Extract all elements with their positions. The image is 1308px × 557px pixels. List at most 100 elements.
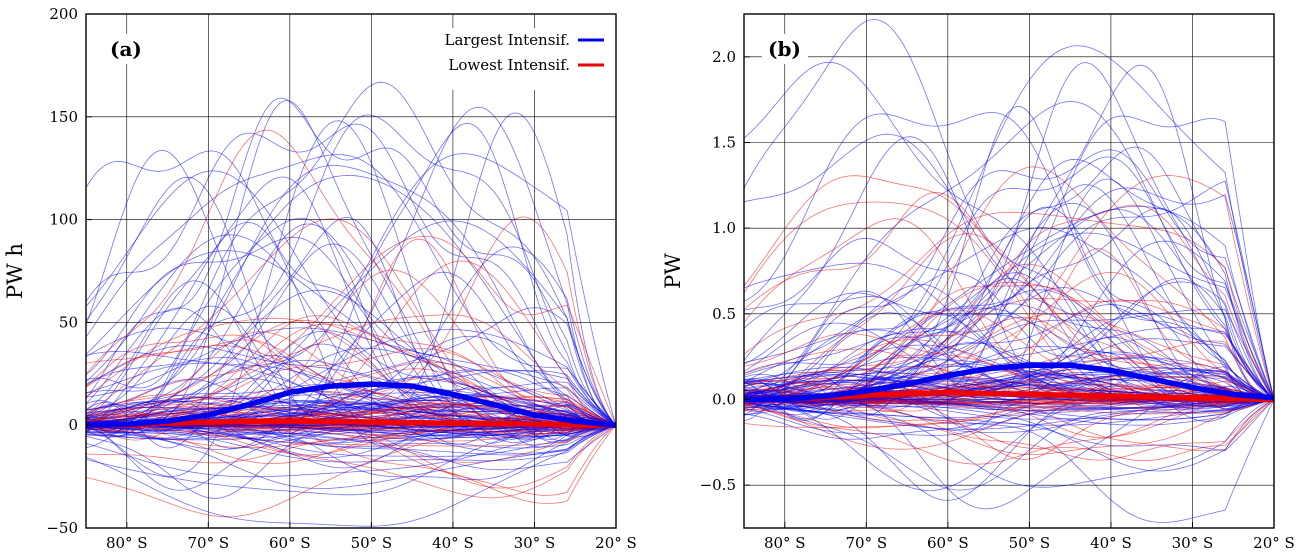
- lowest-member-line: [86, 314, 616, 432]
- largest-member-line: [86, 424, 616, 441]
- ensemble-lines: [86, 81, 616, 527]
- y-tick-label: 100: [49, 211, 78, 229]
- x-tick-label: 80° S: [106, 534, 148, 552]
- series-largest-mean: [85, 381, 617, 428]
- largest-member-line: [744, 399, 1274, 433]
- x-tick-label: 50° S: [351, 534, 393, 552]
- largest-member-line: [86, 424, 616, 457]
- y-tick-label: 0.5: [712, 305, 736, 323]
- largest-member-line: [86, 424, 616, 489]
- x-tick-label: 40° S: [432, 534, 474, 552]
- lowest-member-line: [744, 201, 1274, 402]
- largest-member-line: [86, 176, 616, 445]
- legend-label: Largest Intensif.: [445, 31, 570, 49]
- largest-member-line: [86, 217, 616, 443]
- largest-member-line: [86, 347, 616, 429]
- y-tick-label: 0: [68, 416, 78, 434]
- x-tick-label: 30° S: [1172, 534, 1214, 552]
- x-tick-label: 60° S: [927, 534, 969, 552]
- largest-member-line: [86, 106, 616, 449]
- lowest-member-line: [744, 263, 1274, 410]
- plot-frame: [743, 13, 1275, 529]
- largest-member-line: [744, 115, 1274, 422]
- largest-member-line: [744, 156, 1274, 406]
- largest-member-line: [744, 146, 1274, 405]
- x-tick-label: 60° S: [269, 534, 311, 552]
- lowest-member-line: [744, 175, 1274, 412]
- panel-a: 80° S 70° S 60° S 50° S 40° S 30° S 20° S −50 0 5…: [3, 5, 637, 552]
- largest-member-line: [86, 122, 616, 449]
- y-axis-label: PW: [661, 253, 685, 289]
- series-lowest-mean: [85, 418, 616, 428]
- panel-label: (b): [768, 37, 801, 61]
- lowest-member-line: [86, 419, 616, 504]
- y-tick-label: 200: [49, 5, 78, 23]
- x-tick-label: 80° S: [764, 534, 806, 552]
- largest-member-line: [744, 227, 1274, 400]
- largest-member-line: [744, 304, 1274, 400]
- x-tick-label: 70° S: [845, 534, 887, 552]
- series-largest-mean: [743, 362, 1275, 403]
- panel-b: 80° S 70° S 60° S 50° S 40° S 30° S 20° S −0.5 0…: [661, 13, 1295, 552]
- largest-member-line: [86, 97, 616, 426]
- y-tick-label: −50: [46, 519, 78, 537]
- plot-frame: [85, 13, 617, 529]
- largest-member-line: [86, 335, 616, 433]
- largest-member-line: [744, 149, 1274, 400]
- legend: Largest Intensif. Lowest Intensif.: [431, 28, 609, 90]
- largest-member-line: [744, 136, 1274, 422]
- y-tick-label: 50: [59, 313, 78, 331]
- largest-member-line: [744, 105, 1274, 420]
- lowest-member-line: [744, 211, 1274, 400]
- y-tick-label: 150: [49, 108, 78, 126]
- y-tick-label: −0.5: [700, 476, 736, 494]
- largest-member-line: [744, 158, 1274, 410]
- x-tick-label: 40° S: [1090, 534, 1132, 552]
- y-tick-label: 1.5: [712, 134, 736, 152]
- largest-member-line: [86, 424, 616, 478]
- largest-member-line: [86, 305, 616, 435]
- panel-label-backdrop: [104, 34, 150, 64]
- y-tick-label: 0.0: [712, 391, 736, 409]
- lowest-member-line: [86, 319, 616, 426]
- lowest-member-line: [86, 235, 616, 426]
- largest-member-line: [86, 421, 616, 471]
- x-tick-label: 20° S: [595, 534, 637, 552]
- x-tick-label: 30° S: [514, 534, 556, 552]
- largest-member-line: [744, 45, 1274, 400]
- largest-member-line: [86, 174, 616, 427]
- largest-member-line: [86, 271, 616, 440]
- lowest-member-line: [86, 129, 616, 427]
- largest-member-line: [744, 240, 1274, 413]
- largest-member-line: [744, 393, 1274, 491]
- legend-label: Lowest Intensif.: [448, 56, 570, 74]
- lowest-member-line: [744, 218, 1274, 412]
- lowest-member-line: [86, 396, 616, 427]
- largest-member-line: [744, 64, 1274, 421]
- largest-member-line: [86, 154, 616, 426]
- largest-member-line: [86, 327, 616, 426]
- y-tick-label: 2.0: [712, 48, 736, 66]
- panel-label-backdrop: [762, 34, 808, 64]
- legend-box: [431, 28, 609, 90]
- largest-member-line: [744, 312, 1274, 408]
- y-axis-label: PW h: [3, 243, 27, 299]
- largest-member-line: [86, 424, 616, 527]
- lowest-member-line: [744, 271, 1274, 408]
- largest-member-line: [744, 61, 1274, 400]
- lowest-member-line: [86, 339, 616, 429]
- lowest-member-line: [86, 323, 616, 426]
- x-tick-label: 50° S: [1009, 534, 1051, 552]
- largest-member-line: [744, 290, 1274, 412]
- x-tick-label: 20° S: [1253, 534, 1295, 552]
- largest-member-line: [86, 424, 616, 463]
- largest-member-line: [86, 330, 616, 431]
- largest-member-line: [744, 399, 1274, 452]
- largest-member-line: [744, 205, 1274, 415]
- largest-member-line: [86, 81, 616, 426]
- largest-member-line: [744, 111, 1274, 402]
- largest-member-line: [86, 223, 616, 439]
- y-tick-label: 1.0: [712, 219, 736, 237]
- ensemble-lines: [744, 19, 1274, 523]
